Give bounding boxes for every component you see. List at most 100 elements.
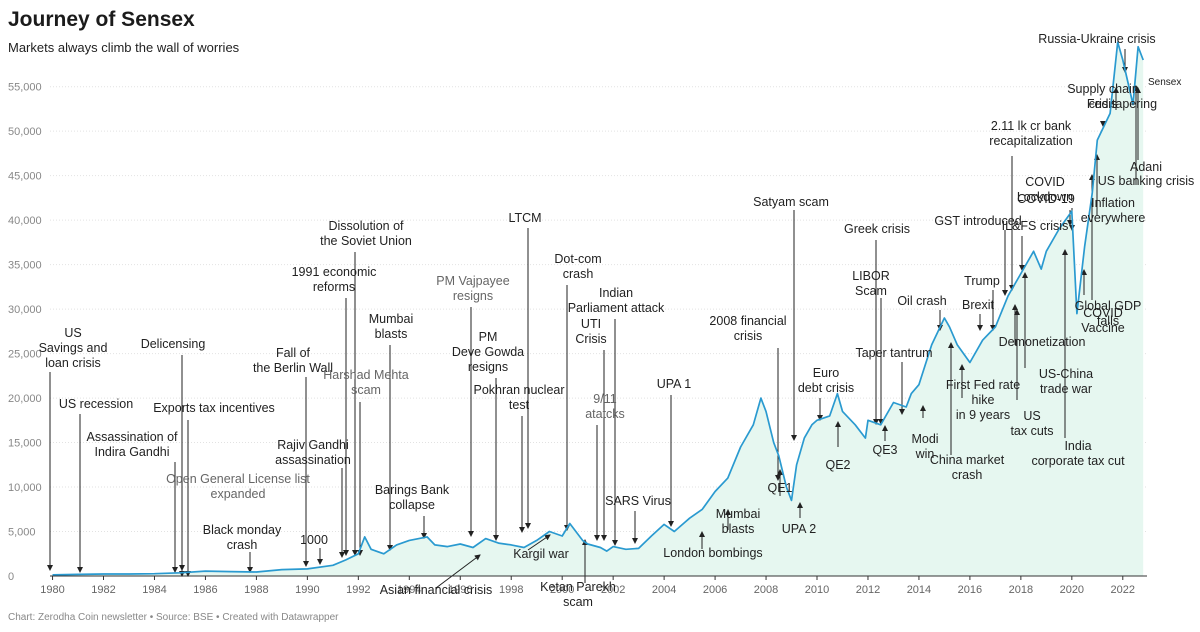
y-tick-label: 10,000 — [8, 482, 42, 494]
annotation-label: UPA 2 — [782, 522, 817, 536]
annotation-label: Taper tantrum — [855, 346, 932, 360]
annotation-line: Adani — [1130, 160, 1162, 174]
x-tick-label: 2004 — [652, 584, 676, 596]
annotation-label: Black monday crash — [203, 523, 282, 552]
annotation-line: resigns — [468, 360, 508, 374]
x-tick-label: 2006 — [703, 584, 727, 596]
annotation-line: Delicensing — [141, 337, 206, 351]
annotation-line: 2.11 lk cr bank — [991, 119, 1072, 133]
annotation-label: Global GDP falls — [1075, 299, 1142, 328]
annotation-label: China market crash — [930, 453, 1005, 482]
annotation-line: Scam — [855, 284, 887, 298]
annotation-line: Modi — [911, 432, 938, 446]
annotation-line: Mumbai — [716, 507, 760, 521]
annotation-line: 1991 economic — [292, 265, 377, 279]
annotation-label: QE1 — [767, 481, 792, 495]
annotation-label: COVID-19 — [1017, 192, 1075, 206]
x-tick-label: 2018 — [1009, 584, 1033, 596]
annotation-line: crisis — [734, 329, 762, 343]
annotation-line: Exports tax incentives — [153, 401, 275, 415]
annotation-line: UPA 2 — [782, 522, 817, 536]
annotation-label: US tax cuts — [1010, 409, 1053, 438]
annotation-line: Taper tantrum — [855, 346, 932, 360]
annotation-line: Pokhran nuclear — [473, 383, 564, 397]
x-tick-label: 2014 — [907, 584, 931, 596]
annotation-label: Demonetization — [999, 335, 1086, 349]
x-tick-label: 1982 — [91, 584, 115, 596]
y-tick-label: 55,000 — [8, 82, 42, 94]
annotation-label: Satyam scam — [753, 195, 829, 209]
annotation-line: QE2 — [825, 458, 850, 472]
annotation-label: Exports tax incentives — [153, 401, 275, 415]
annotation-label: Brexit — [962, 298, 994, 312]
annotation-line: debt crisis — [798, 381, 854, 395]
annotation-line: US recession — [59, 397, 133, 411]
annotation-label: Harshad Mehta scam — [323, 368, 409, 397]
annotation-label: Russia-Ukraine crisis — [1038, 32, 1155, 46]
annotation-label: Supply chain crisis — [1067, 82, 1139, 111]
annotation-label: Dot-com crash — [554, 252, 601, 281]
annotation-line: crash — [952, 468, 983, 482]
annotation-line: Satyam scam — [753, 195, 829, 209]
x-tick-label: 2020 — [1060, 584, 1084, 596]
annotation-line: win — [915, 447, 935, 461]
annotation-label: QE2 — [825, 458, 850, 472]
annotation-line: LTCM — [508, 211, 541, 225]
annotation-line: atatcks — [585, 407, 625, 421]
annotation-line: Ketan Parekh — [540, 580, 616, 594]
x-tick-label: 1998 — [499, 584, 523, 596]
annotation-arrow — [435, 554, 481, 589]
x-tick-label: 2012 — [856, 584, 880, 596]
annotation-line: Open General License list — [166, 472, 310, 486]
annotation-label: GST introduced — [934, 214, 1021, 228]
annotation-label: 2.11 lk cr bank recapitalization — [989, 119, 1072, 148]
annotation-label: Mumbai blasts — [369, 312, 413, 341]
annotation-line: Fed tapering — [1087, 97, 1157, 111]
annotation-line: Brexit — [962, 298, 994, 312]
annotation-line: Harshad Mehta — [323, 368, 409, 382]
annotation-line: Assassination of — [86, 430, 178, 444]
annotation-line: First Fed rate — [946, 378, 1020, 392]
annotation-line: GST introduced — [934, 214, 1021, 228]
annotation-line: Vaccine — [1081, 321, 1125, 335]
annotation-label: Euro debt crisis — [798, 366, 854, 395]
y-tick-label: 50,000 — [8, 126, 42, 138]
chart-footer: Chart: Zerodha Coin newsletter • Source:… — [8, 612, 339, 623]
annotation-label: COVID Lockdown — [1017, 175, 1073, 204]
annotation-line: Euro — [813, 366, 839, 380]
annotation-line: Dissolution of — [328, 219, 404, 233]
annotation-label: Indian Parliament attack — [568, 286, 665, 315]
annotation-label: Mumbai blasts — [716, 507, 760, 536]
annotation-label: Fall of the Berlin Wall — [253, 346, 333, 375]
annotation-label: PM Vajpayee resigns — [436, 274, 509, 303]
annotation-line: crisis — [1089, 97, 1117, 111]
annotation-line: Savings and — [39, 341, 108, 355]
annotation-line: Barings Bank — [375, 483, 450, 497]
annotation-line: Mumbai — [369, 312, 413, 326]
annotation-line: resigns — [453, 289, 493, 303]
annotation-label: Adani — [1130, 160, 1162, 174]
x-tick-label: 2016 — [958, 584, 982, 596]
annotation-label: Delicensing — [141, 337, 206, 351]
series-label: Sensex — [1148, 77, 1181, 88]
annotation-line: UPA 1 — [657, 377, 692, 391]
annotation-label: US banking crisis — [1098, 174, 1195, 188]
x-tick-label: 2008 — [754, 584, 778, 596]
annotation-line: Dot-com — [554, 252, 601, 266]
annotation-line: LIBOR — [852, 269, 890, 283]
annotation-line: COVID-19 — [1017, 192, 1075, 206]
sensex-area — [52, 42, 1144, 576]
annotation-line: US — [64, 326, 81, 340]
x-tick-label: 2000 — [550, 584, 574, 596]
annotation-line: Asian financial crisis — [380, 583, 493, 597]
annotation-line: expanded — [211, 487, 266, 501]
annotation-arrow — [527, 534, 551, 551]
annotation-line: Crisis — [575, 332, 606, 346]
y-tick-label: 20,000 — [8, 393, 42, 405]
annotation-label: 9/11 atatcks — [585, 392, 625, 421]
x-tick-label: 2010 — [805, 584, 829, 596]
annotation-label: US recession — [59, 397, 133, 411]
annotation-line: assassination — [275, 453, 351, 467]
annotation-line: recapitalization — [989, 134, 1072, 148]
